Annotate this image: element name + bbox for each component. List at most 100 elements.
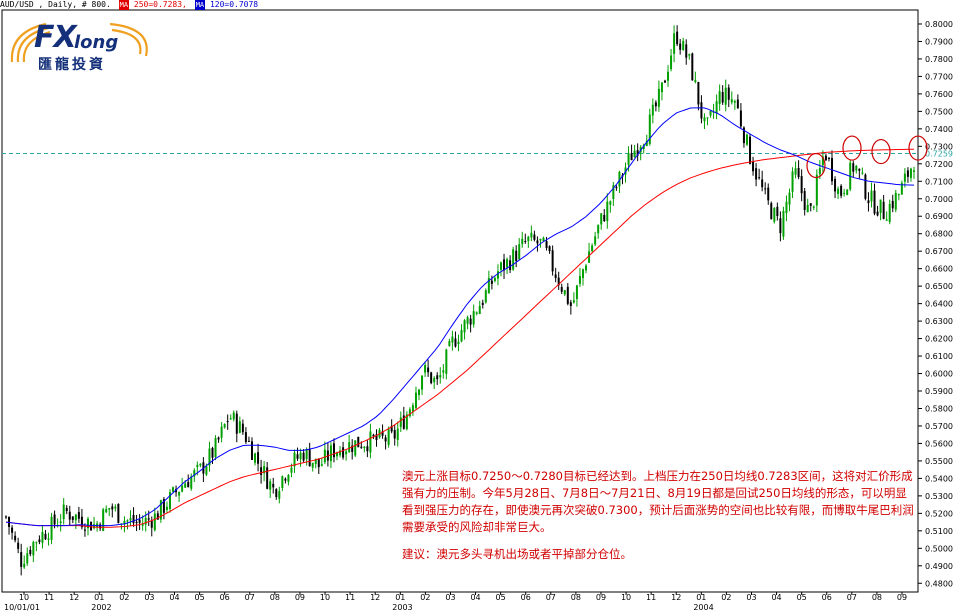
x-tick-label: 12 bbox=[370, 593, 380, 602]
candle-body bbox=[776, 206, 779, 217]
y-tick-label: 0.6100 bbox=[925, 352, 953, 361]
candle-body bbox=[108, 508, 111, 510]
chart-header: AUD/USD , Daily, # 800. MA 250=0.7283, M… bbox=[0, 0, 258, 10]
candle-body bbox=[800, 176, 803, 194]
touch-circle bbox=[871, 138, 891, 165]
candle-body bbox=[68, 511, 71, 520]
candle-body bbox=[345, 451, 348, 455]
candle-body bbox=[585, 265, 588, 271]
y-tick-label: 0.7600 bbox=[925, 90, 953, 99]
candle-body bbox=[888, 203, 891, 222]
analysis-note: 澳元上涨目标0.7250～0.7280目标已经达到。上档压力在250日均线0.7… bbox=[402, 468, 914, 563]
candle-body bbox=[369, 431, 372, 453]
candle-body bbox=[299, 452, 302, 460]
candle-body bbox=[627, 153, 630, 165]
candle-body bbox=[184, 483, 187, 488]
candle-body bbox=[71, 516, 74, 520]
x-tick-label: 04 bbox=[771, 593, 781, 602]
candle-body bbox=[673, 33, 676, 54]
candle-body bbox=[144, 517, 147, 525]
candle-body bbox=[211, 447, 214, 458]
candle-body bbox=[363, 446, 366, 449]
candle-body bbox=[484, 290, 487, 303]
candle-body bbox=[269, 481, 272, 490]
candle-body bbox=[275, 489, 278, 497]
candle-body bbox=[676, 31, 679, 45]
candle-body bbox=[296, 454, 299, 459]
candle-body bbox=[244, 432, 247, 443]
candle-body bbox=[588, 251, 591, 263]
y-tick-label: 0.7300 bbox=[925, 142, 953, 151]
logo-chinese-text: 匯龍投資 bbox=[38, 57, 106, 73]
x-tick-label: 07 bbox=[245, 593, 255, 602]
candle-body bbox=[706, 117, 709, 119]
x-tick-label: 02 bbox=[420, 593, 430, 602]
candle-body bbox=[442, 370, 445, 373]
candle-body bbox=[897, 194, 900, 196]
candle-body bbox=[709, 111, 712, 116]
candle-body bbox=[530, 232, 533, 238]
candle-body bbox=[463, 320, 466, 333]
candle-body bbox=[469, 318, 472, 325]
candle-body bbox=[475, 312, 478, 314]
x-year-label: 2002 bbox=[91, 603, 111, 612]
candle-body bbox=[873, 190, 876, 214]
candle-body bbox=[700, 102, 703, 119]
candle-body bbox=[451, 336, 454, 343]
candle-body bbox=[855, 165, 858, 171]
candle-body bbox=[90, 522, 93, 531]
candle-body bbox=[162, 499, 165, 513]
candle-body bbox=[663, 80, 666, 83]
x-tick-label: 02 bbox=[721, 593, 731, 602]
candle-body bbox=[764, 188, 767, 190]
candle-body bbox=[882, 201, 885, 219]
candle-body bbox=[47, 538, 50, 540]
candle-body bbox=[758, 177, 761, 179]
candle-body bbox=[263, 466, 266, 474]
candle-body bbox=[293, 452, 296, 467]
candle-body bbox=[840, 185, 843, 196]
candle-body bbox=[35, 542, 38, 544]
candle-body bbox=[715, 101, 718, 114]
x-year-label: 10/01/01 bbox=[4, 603, 40, 612]
candle-body bbox=[703, 117, 706, 122]
candle-body bbox=[846, 189, 849, 195]
candle-body bbox=[503, 259, 506, 271]
candle-body bbox=[718, 91, 721, 104]
candle-body bbox=[682, 40, 685, 51]
y-tick-label: 0.6700 bbox=[925, 247, 953, 256]
candle-body bbox=[305, 449, 308, 460]
candle-body bbox=[396, 428, 399, 440]
y-tick-label: 0.6800 bbox=[925, 230, 953, 239]
x-tick-label: 10 bbox=[19, 593, 29, 602]
x-tick-label: 06 bbox=[521, 593, 531, 602]
candle-body bbox=[150, 520, 153, 528]
candle-body bbox=[591, 245, 594, 252]
candle-body bbox=[260, 467, 263, 475]
candle-body bbox=[542, 237, 545, 242]
candle-body bbox=[885, 219, 888, 221]
candle-body bbox=[281, 476, 284, 488]
candle-body bbox=[806, 204, 809, 213]
x-tick-label: 11 bbox=[646, 593, 656, 602]
candle-body bbox=[290, 467, 293, 473]
candle-body bbox=[354, 440, 357, 456]
candle-body bbox=[348, 442, 351, 453]
candle-body bbox=[506, 259, 509, 268]
y-tick-label: 0.7500 bbox=[925, 107, 953, 116]
candle-body bbox=[381, 431, 384, 436]
x-tick-label: 12 bbox=[69, 593, 79, 602]
candle-body bbox=[132, 514, 135, 524]
candle-body bbox=[563, 290, 566, 295]
candle-body bbox=[86, 518, 89, 529]
candle-body bbox=[578, 276, 581, 284]
candle-body bbox=[278, 491, 281, 499]
candle-body bbox=[302, 452, 305, 461]
candle-body bbox=[824, 155, 827, 161]
candle-body bbox=[172, 487, 175, 492]
candle-body bbox=[111, 506, 114, 510]
candle-body bbox=[208, 448, 211, 466]
candle-body bbox=[609, 201, 612, 205]
candle-body bbox=[332, 443, 335, 458]
